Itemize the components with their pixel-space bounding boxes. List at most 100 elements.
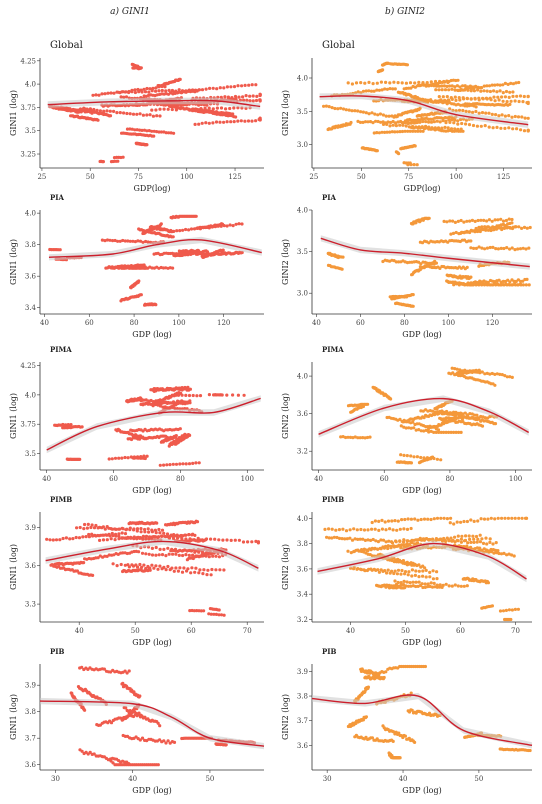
data-point — [194, 89, 197, 92]
data-point — [201, 250, 204, 253]
data-point — [472, 541, 475, 544]
data-point — [499, 127, 502, 130]
data-point — [409, 163, 412, 166]
data-point — [331, 106, 334, 109]
x-axis-label: GDP (log) — [402, 638, 441, 647]
data-point — [435, 577, 438, 580]
data-point — [388, 527, 391, 530]
data-point — [395, 529, 398, 532]
data-point — [255, 95, 258, 98]
data-point — [152, 535, 155, 538]
data-point — [162, 464, 165, 467]
data-point — [170, 567, 173, 570]
data-point — [197, 249, 200, 252]
data-point — [443, 99, 446, 102]
data-point — [243, 394, 246, 397]
data-point — [510, 218, 513, 221]
data-point — [456, 123, 459, 126]
data-point — [325, 105, 328, 108]
data-point — [174, 553, 177, 556]
data-point — [101, 534, 104, 537]
data-point — [525, 278, 528, 281]
data-point — [376, 149, 379, 152]
data-point — [424, 665, 427, 668]
data-point — [136, 529, 139, 532]
data-point — [443, 126, 446, 129]
data-point — [480, 517, 483, 520]
data-point — [393, 579, 396, 582]
x-tick-label: 60 — [109, 475, 118, 483]
data-point — [226, 224, 229, 227]
data-point — [396, 545, 399, 548]
data-point — [492, 126, 495, 129]
data-point — [505, 246, 508, 249]
data-point — [222, 249, 225, 252]
y-tick-label: 3.75 — [20, 421, 36, 429]
data-point — [412, 293, 415, 296]
data-point — [104, 533, 107, 536]
data-point — [151, 530, 154, 533]
data-point — [244, 84, 247, 87]
data-point — [233, 120, 236, 123]
data-point — [494, 422, 497, 425]
data-point — [420, 518, 423, 521]
data-point — [442, 80, 445, 83]
data-point — [133, 536, 136, 539]
data-point — [172, 230, 175, 233]
data-point — [479, 219, 482, 222]
data-point — [452, 121, 455, 124]
data-point — [175, 463, 178, 466]
scatter-points — [48, 63, 262, 163]
panel-title: PIB — [50, 647, 65, 656]
data-point — [345, 529, 348, 532]
data-point — [139, 112, 142, 115]
data-point — [243, 120, 246, 123]
data-point — [510, 221, 513, 224]
column-title: a) GINI1 — [110, 6, 150, 17]
data-point — [252, 99, 255, 102]
panel-title: PIMA — [50, 345, 72, 354]
data-point — [111, 532, 114, 535]
data-point — [409, 540, 412, 543]
data-point — [175, 229, 178, 232]
data-point — [388, 87, 391, 90]
data-point — [475, 105, 478, 108]
data-point — [175, 108, 178, 111]
data-point — [397, 569, 400, 572]
data-point — [506, 225, 509, 228]
panel-title: PIMA — [322, 345, 344, 354]
y-tick-label: 3.6 — [297, 410, 309, 418]
data-point — [468, 220, 471, 223]
data-point — [421, 569, 424, 572]
data-point — [443, 220, 446, 223]
y-tick-label: 4.0 — [297, 207, 308, 215]
data-point — [140, 530, 143, 533]
data-point — [421, 582, 424, 585]
data-point — [432, 577, 435, 580]
data-point — [432, 569, 435, 572]
x-axis-label: GDP (log) — [402, 486, 441, 495]
data-point — [469, 541, 472, 544]
data-point — [507, 283, 510, 286]
data-point — [109, 527, 112, 530]
data-point — [508, 218, 511, 221]
data-point — [461, 109, 464, 112]
data-point — [399, 573, 402, 576]
data-point — [380, 547, 383, 550]
data-point — [449, 537, 452, 540]
data-point — [208, 107, 211, 110]
data-point — [485, 97, 488, 100]
data-point — [417, 121, 420, 124]
data-point — [352, 527, 355, 530]
data-point — [334, 529, 337, 532]
data-point — [494, 227, 497, 230]
data-point — [476, 538, 479, 541]
x-tick-label: 125 — [497, 173, 510, 181]
x-tick-label: 60 — [187, 627, 196, 635]
data-point — [360, 550, 363, 553]
data-point — [337, 256, 340, 259]
data-point — [489, 227, 492, 230]
data-point — [414, 574, 417, 577]
data-point — [405, 124, 408, 127]
